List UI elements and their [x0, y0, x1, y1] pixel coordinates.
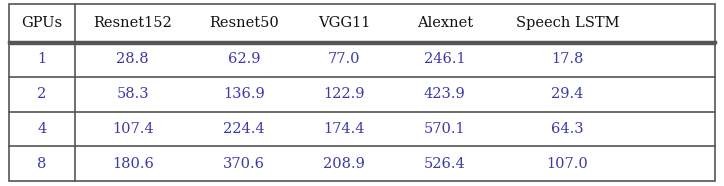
Text: 370.6: 370.6 — [223, 157, 265, 171]
Text: 107.4: 107.4 — [112, 122, 153, 136]
Text: 423.9: 423.9 — [424, 87, 466, 101]
Text: 64.3: 64.3 — [551, 122, 584, 136]
Text: 526.4: 526.4 — [424, 157, 466, 171]
Text: 28.8: 28.8 — [117, 52, 149, 66]
Text: VGG11: VGG11 — [318, 16, 371, 30]
Text: 4: 4 — [37, 122, 46, 136]
Text: 8: 8 — [37, 157, 46, 171]
Text: 570.1: 570.1 — [424, 122, 466, 136]
Text: 246.1: 246.1 — [424, 52, 466, 66]
Text: 62.9: 62.9 — [228, 52, 260, 66]
Text: Speech LSTM: Speech LSTM — [515, 16, 619, 30]
Text: 77.0: 77.0 — [328, 52, 361, 66]
Text: 180.6: 180.6 — [111, 157, 153, 171]
Text: 29.4: 29.4 — [551, 87, 584, 101]
Text: Resnet152: Resnet152 — [93, 16, 172, 30]
Text: 208.9: 208.9 — [324, 157, 366, 171]
Text: GPUs: GPUs — [21, 16, 62, 30]
Text: 224.4: 224.4 — [223, 122, 265, 136]
Text: 136.9: 136.9 — [223, 87, 265, 101]
Text: 2: 2 — [37, 87, 46, 101]
Text: 122.9: 122.9 — [324, 87, 365, 101]
Text: 174.4: 174.4 — [324, 122, 365, 136]
Text: 17.8: 17.8 — [551, 52, 584, 66]
Text: Resnet50: Resnet50 — [209, 16, 279, 30]
Text: 107.0: 107.0 — [547, 157, 588, 171]
Text: Alexnet: Alexnet — [416, 16, 473, 30]
Text: 58.3: 58.3 — [117, 87, 149, 101]
Text: 1: 1 — [38, 52, 46, 66]
